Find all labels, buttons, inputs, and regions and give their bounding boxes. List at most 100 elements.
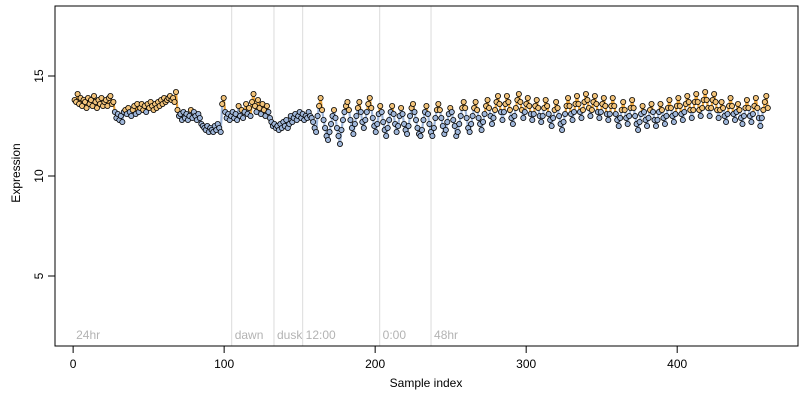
x-tick-label: 0: [70, 357, 77, 371]
data-point: [754, 105, 761, 112]
data-point: [426, 121, 433, 128]
data-point: [219, 101, 226, 108]
data-point: [235, 103, 242, 110]
data-point: [351, 121, 358, 128]
data-point: [593, 101, 600, 108]
data-point: [319, 107, 326, 114]
data-point: [548, 123, 555, 130]
data-point: [499, 117, 506, 124]
data-point: [749, 111, 756, 118]
data-point: [559, 127, 566, 134]
data-point: [117, 113, 124, 120]
data-point: [571, 109, 578, 116]
data-point: [650, 109, 657, 116]
data-point: [544, 103, 551, 110]
data-point: [398, 105, 405, 112]
data-point: [494, 93, 501, 100]
data-point: [313, 128, 320, 135]
data-point: [635, 127, 642, 134]
data-point: [648, 101, 655, 108]
data-point: [723, 119, 730, 126]
data-point: [672, 111, 679, 118]
data-point: [254, 97, 261, 104]
data-point: [538, 119, 545, 126]
data-point: [736, 107, 743, 114]
data-point: [435, 101, 442, 108]
data-point: [565, 95, 572, 102]
data-point: [506, 107, 513, 114]
y-tick-label: 10: [32, 169, 46, 183]
data-point: [663, 113, 670, 120]
data-point: [362, 117, 369, 124]
data-point: [380, 119, 387, 126]
data-point: [450, 117, 457, 124]
data-point: [529, 117, 536, 124]
data-point: [578, 115, 585, 122]
data-point: [217, 128, 224, 135]
data-point: [372, 128, 379, 135]
y-axis-label: Expression: [9, 143, 23, 202]
data-point: [644, 123, 651, 130]
data-point: [745, 105, 752, 112]
data-point: [757, 123, 764, 130]
data-point: [703, 97, 710, 104]
data-point: [383, 132, 390, 139]
data-point: [475, 115, 482, 122]
data-point: [566, 103, 573, 110]
data-point: [712, 99, 719, 106]
x-axis-label: Sample index: [390, 376, 463, 390]
data-point: [611, 103, 618, 110]
data-point: [344, 99, 351, 106]
data-point: [335, 132, 342, 139]
data-point: [378, 109, 385, 116]
data-point: [666, 97, 673, 104]
data-point: [368, 105, 375, 112]
data-point: [339, 117, 346, 124]
x-axis: 0 100 200 300 400: [70, 345, 688, 371]
vertical-marker-label: 48hr: [434, 328, 458, 342]
data-point: [587, 113, 594, 120]
data-point: [729, 103, 736, 110]
data-point: [265, 109, 272, 116]
data-point: [675, 95, 682, 102]
data-point: [348, 125, 355, 132]
data-point: [107, 93, 114, 100]
data-point: [685, 99, 692, 106]
data-point: [411, 109, 418, 116]
data-point: [533, 97, 540, 104]
data-point: [530, 111, 537, 118]
data-point: [418, 127, 425, 134]
data-point: [734, 101, 741, 108]
data-point: [357, 109, 364, 116]
data-point: [332, 115, 339, 122]
x-tick-label: 300: [516, 357, 536, 371]
data-point: [718, 99, 725, 106]
data-point: [472, 99, 479, 106]
vertical-marker-label: 0:00: [383, 328, 407, 342]
data-point: [417, 132, 424, 139]
data-point: [310, 119, 317, 126]
data-point: [626, 113, 633, 120]
data-point: [489, 121, 496, 128]
data-point: [617, 115, 624, 122]
data-point: [393, 128, 400, 135]
data-point: [347, 117, 354, 124]
data-point: [486, 105, 493, 112]
data-point: [360, 125, 367, 132]
data-point: [423, 103, 430, 110]
data-point: [386, 117, 393, 124]
x-tick-label: 200: [365, 357, 385, 371]
data-point: [661, 121, 668, 128]
data-point: [517, 99, 524, 106]
data-point: [676, 103, 683, 110]
data-point: [91, 93, 98, 100]
data-point: [247, 113, 254, 120]
data-point: [702, 89, 709, 96]
data-point: [492, 107, 499, 114]
data-point: [743, 97, 750, 104]
data-point: [220, 95, 227, 102]
data-point: [263, 103, 270, 110]
data-point: [429, 132, 436, 139]
data-point: [596, 115, 603, 122]
